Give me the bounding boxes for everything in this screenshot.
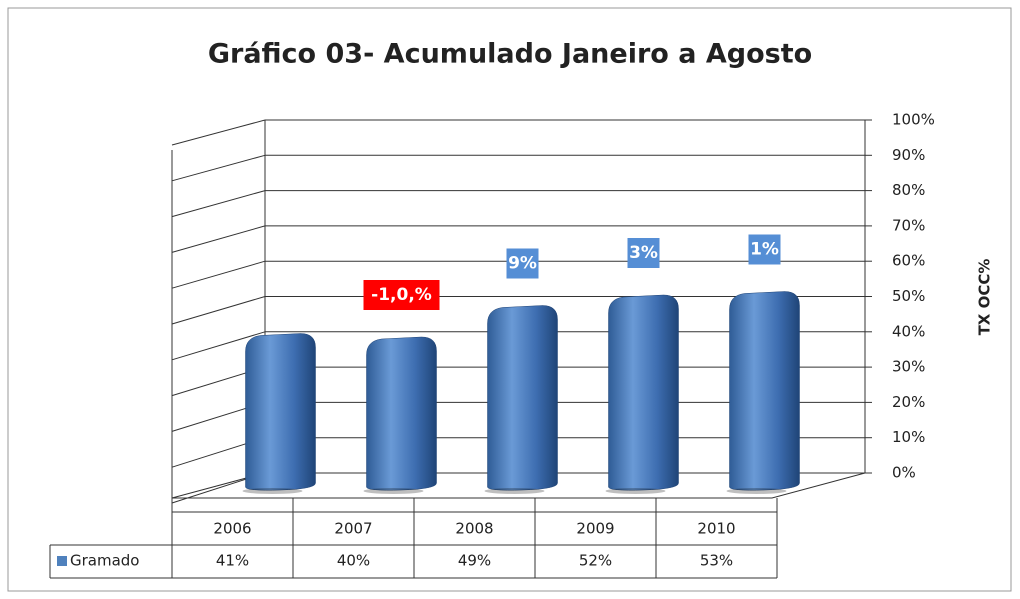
bar-shadow bbox=[484, 488, 545, 494]
table-value: 49% bbox=[458, 552, 491, 570]
grid-line bbox=[171, 331, 266, 361]
bar bbox=[245, 333, 316, 491]
grid-line bbox=[171, 119, 266, 146]
y-tick-label: 0% bbox=[892, 464, 916, 482]
annotation-box bbox=[506, 248, 539, 279]
table-value: 53% bbox=[700, 552, 733, 570]
x-tick-label: 2010 bbox=[697, 520, 735, 538]
bar-shadow bbox=[363, 488, 424, 494]
bar-shadow bbox=[605, 488, 666, 494]
y-tick-label: 60% bbox=[892, 252, 925, 270]
grid-line bbox=[171, 296, 266, 325]
chart-border bbox=[7, 7, 1012, 592]
table-value: 40% bbox=[337, 552, 370, 570]
bar-shadow bbox=[242, 488, 303, 494]
chart-title: Gráfico 03- Acumulado Janeiro a Agosto bbox=[208, 39, 812, 70]
table-value: 41% bbox=[216, 552, 249, 570]
bar bbox=[729, 291, 800, 491]
y-tick-label: 10% bbox=[892, 428, 925, 446]
bar bbox=[608, 294, 679, 491]
y-tick-label: 50% bbox=[892, 287, 925, 305]
annotation-box bbox=[748, 234, 781, 265]
annotation: 9% bbox=[508, 254, 537, 274]
y-tick-label: 40% bbox=[892, 322, 925, 340]
legend-key bbox=[57, 556, 67, 566]
y-tick-label: 30% bbox=[892, 358, 925, 376]
y-tick-label: 100% bbox=[892, 111, 935, 129]
annotation-box bbox=[627, 238, 660, 268]
annotation: 1% bbox=[750, 240, 779, 260]
x-tick-label: 2009 bbox=[576, 520, 614, 538]
legend-label: Gramado bbox=[70, 552, 140, 570]
grid-line bbox=[171, 154, 266, 182]
grid-line bbox=[171, 260, 266, 289]
annotation: 3% bbox=[629, 243, 658, 263]
y-axis-label: TX OCC% bbox=[976, 259, 994, 336]
annotation-box bbox=[363, 280, 440, 310]
y-tick-label: 80% bbox=[892, 181, 925, 199]
x-tick-label: 2007 bbox=[334, 520, 372, 538]
y-tick-label: 90% bbox=[892, 146, 925, 164]
y-tick-label: 70% bbox=[892, 216, 925, 234]
x-tick-label: 2008 bbox=[455, 520, 493, 538]
annotation: -1,0,% bbox=[371, 285, 432, 305]
bar bbox=[366, 336, 437, 491]
bar bbox=[487, 305, 558, 491]
bar-shadow bbox=[726, 488, 787, 494]
table-value: 52% bbox=[579, 552, 612, 570]
grid-line bbox=[171, 190, 266, 218]
grid-line bbox=[171, 225, 266, 253]
x-tick-label: 2006 bbox=[213, 520, 251, 538]
y-tick-label: 20% bbox=[892, 393, 925, 411]
